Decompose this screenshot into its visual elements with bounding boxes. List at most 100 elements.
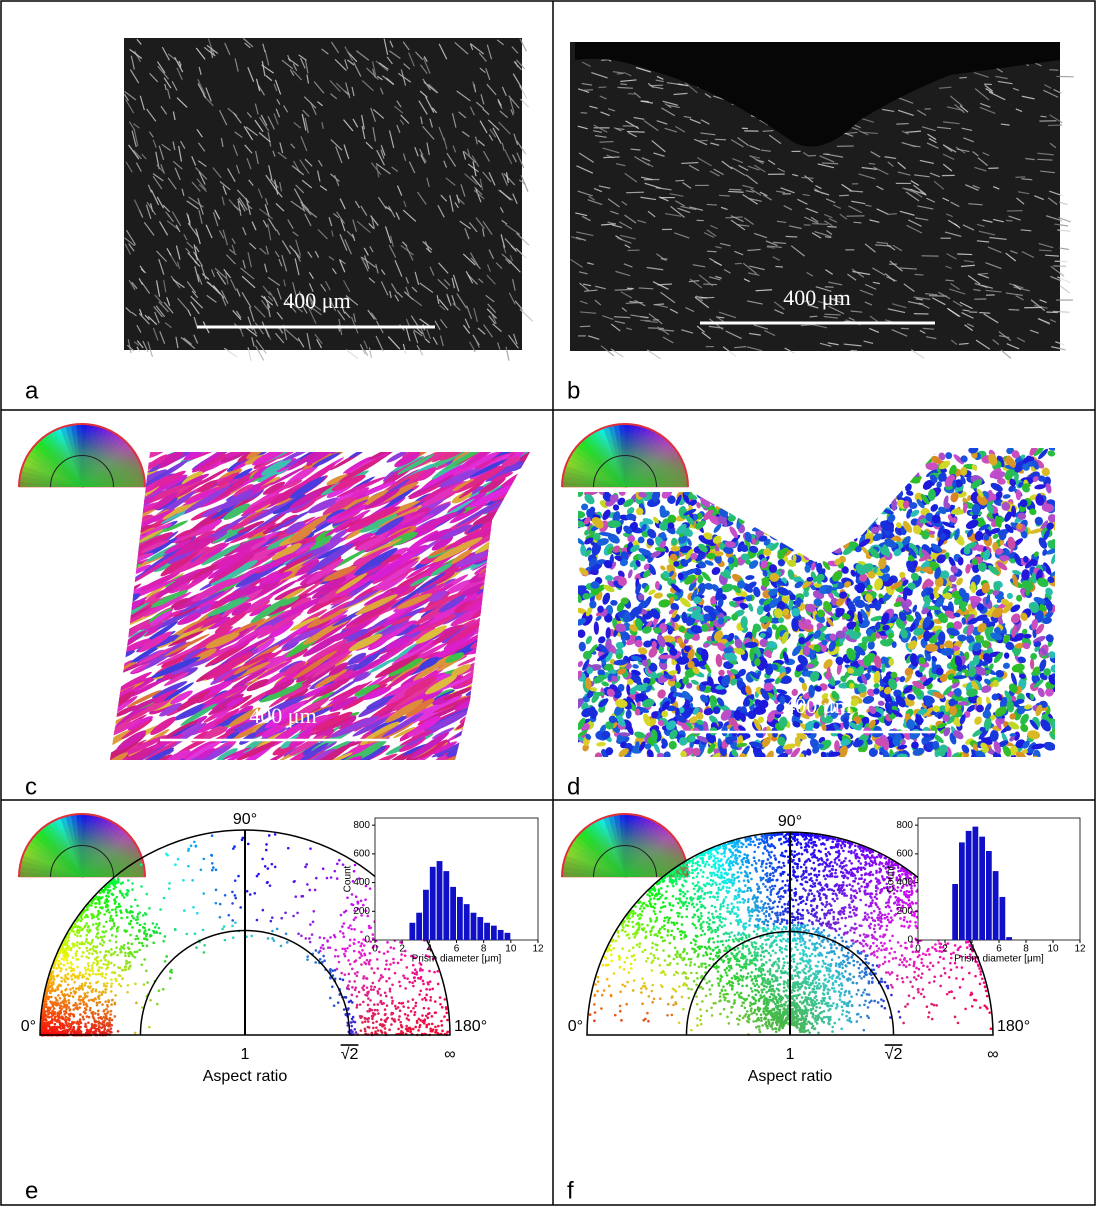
grain	[478, 746, 505, 762]
grain	[486, 614, 517, 631]
grain	[492, 561, 538, 592]
grain	[869, 514, 879, 523]
grain	[884, 446, 892, 454]
grain	[489, 688, 513, 703]
grain	[698, 448, 711, 461]
grain	[894, 468, 910, 482]
grain	[794, 512, 802, 525]
grain	[1044, 633, 1055, 644]
grain	[473, 687, 509, 709]
grain	[839, 454, 846, 461]
grain	[806, 509, 817, 516]
grain	[495, 527, 520, 545]
grain	[767, 510, 777, 522]
grain	[469, 730, 489, 744]
grain	[94, 491, 136, 520]
grain	[862, 470, 872, 480]
grain	[482, 659, 508, 678]
color-key	[562, 814, 688, 877]
texture-stroke	[627, 131, 645, 132]
grain	[480, 608, 515, 630]
texture-stroke	[346, 350, 358, 359]
texture-stroke	[615, 289, 633, 290]
grain	[483, 681, 510, 702]
texture-stroke	[1060, 286, 1070, 293]
grain	[102, 624, 128, 644]
orientation-map	[88, 435, 558, 778]
grain	[495, 537, 536, 561]
grain	[880, 456, 894, 466]
grain	[761, 497, 776, 509]
texture-stroke	[911, 350, 924, 359]
grain	[886, 485, 896, 494]
grain	[818, 448, 827, 458]
grain	[707, 490, 719, 496]
texture-stroke	[639, 288, 654, 289]
grain	[848, 475, 858, 490]
texture-stroke	[617, 87, 632, 88]
grain	[513, 552, 540, 571]
grain	[853, 492, 865, 508]
grain	[804, 544, 816, 556]
grain	[813, 449, 822, 455]
grain	[841, 472, 847, 479]
grain	[806, 455, 814, 463]
grain	[509, 736, 540, 754]
grain	[488, 599, 534, 624]
grain	[869, 470, 881, 484]
grain	[852, 507, 862, 518]
grain	[833, 473, 844, 483]
grain	[519, 577, 542, 591]
grain	[1004, 652, 1010, 659]
grain	[618, 487, 627, 496]
grain	[917, 448, 928, 456]
grain	[834, 740, 840, 752]
grain	[832, 465, 843, 476]
grain	[838, 458, 848, 468]
grain	[584, 635, 593, 646]
grain	[886, 442, 899, 454]
grain	[815, 529, 828, 542]
grain	[659, 564, 666, 571]
grain	[877, 700, 885, 706]
grain	[851, 457, 860, 466]
grain	[857, 496, 866, 505]
grain	[107, 509, 134, 524]
grain	[773, 522, 784, 534]
grain	[852, 518, 864, 526]
grain	[802, 500, 811, 509]
grain	[108, 491, 130, 508]
grain	[865, 511, 879, 522]
grain	[516, 654, 539, 668]
grain	[658, 599, 671, 609]
grain	[810, 497, 821, 510]
grain	[663, 750, 672, 759]
grain	[494, 517, 534, 545]
grain	[494, 598, 523, 615]
grain	[512, 676, 537, 692]
grain	[493, 547, 538, 577]
grain	[101, 558, 122, 575]
grain	[844, 477, 857, 484]
grain	[785, 475, 801, 488]
grain	[758, 515, 772, 531]
grain	[111, 501, 141, 521]
grain	[94, 631, 127, 655]
grain	[860, 471, 870, 478]
grain	[826, 455, 839, 459]
grain	[833, 477, 845, 488]
grain	[767, 459, 775, 468]
grain	[472, 662, 507, 688]
grain	[914, 455, 925, 467]
grain	[496, 714, 520, 731]
grain	[489, 638, 535, 669]
grain	[487, 514, 534, 547]
grain	[506, 667, 549, 691]
grain	[483, 574, 511, 594]
texture-stroke	[641, 101, 649, 102]
grain	[761, 482, 771, 495]
texture-stroke	[581, 113, 588, 114]
grain	[492, 678, 523, 700]
grain	[509, 480, 540, 499]
grain	[487, 723, 538, 761]
